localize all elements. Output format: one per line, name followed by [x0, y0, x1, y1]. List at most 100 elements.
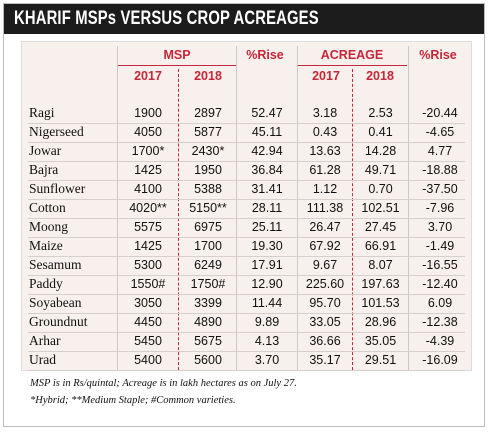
- cell-msp2017: 5300: [134, 258, 162, 272]
- cell-acr2017: 111.38: [306, 201, 344, 215]
- row-separator: [28, 161, 465, 162]
- cell-msp2018: 6249: [194, 258, 222, 272]
- cell-msp2018: 2430*: [191, 144, 225, 158]
- cell-crop: Paddy: [29, 276, 63, 291]
- cell-msp2018: 5675: [194, 334, 222, 348]
- cell-msp2017: 4100: [134, 182, 162, 196]
- cell-crop: Groundnut: [29, 314, 88, 329]
- cell-acr-rise: -16.09: [422, 353, 458, 367]
- column-divider: [408, 46, 409, 370]
- cell-msp2018: 1700: [194, 239, 222, 253]
- year-divider: [178, 69, 179, 370]
- cell-msp2018: 4890: [194, 315, 222, 329]
- row-separator: [28, 218, 465, 219]
- cell-crop: Jowar: [29, 143, 62, 158]
- cell-acr2017: 36.66: [309, 334, 341, 348]
- cell-msp-rise: 4.13: [254, 334, 280, 348]
- cell-acr2018: 29.51: [364, 353, 397, 367]
- cell-crop: Soyabean: [29, 295, 82, 310]
- cell-msp-rise: 52.47: [251, 106, 283, 120]
- table-row: Bajra 1425 1950 36.84 61.28 49.71 -18.88: [22, 159, 471, 181]
- row-separator: [28, 123, 465, 124]
- cell-crop: Ragi: [29, 105, 55, 120]
- table-row: Arhar 5450 5675 4.13 36.66 35.05 -4.39: [22, 330, 471, 352]
- cell-acr2017: 33.05: [309, 315, 341, 329]
- cell-msp2017: 5400: [134, 353, 162, 367]
- year-divider: [352, 69, 353, 370]
- cell-acr2018: 27.45: [364, 220, 397, 234]
- table-row: Maize 1425 1700 19.30 67.92 66.91 -1.49: [22, 235, 471, 257]
- cell-acr-rise: -16.55: [422, 258, 458, 272]
- cell-acr-rise: 6.09: [427, 296, 453, 310]
- cell-msp2018: 5150**: [189, 201, 227, 215]
- cell-msp2017: 1700*: [131, 144, 165, 158]
- header-acreage-2017: 2017: [312, 69, 340, 83]
- row-separator: [28, 256, 465, 257]
- cell-acr2017: 95.70: [309, 296, 341, 310]
- cell-acr2018: 101.53: [361, 296, 400, 310]
- cell-crop: Arhar: [29, 333, 61, 348]
- cell-acr2018: 102.51: [361, 201, 400, 215]
- cell-acr2017: 61.28: [309, 163, 341, 177]
- cell-acr2018: 2.53: [368, 106, 393, 120]
- title-bar: KHARIF MSPs VERSUS CROP ACREAGES: [4, 4, 484, 34]
- cell-acr-rise: -4.39: [425, 334, 455, 348]
- column-divider: [297, 46, 298, 370]
- cell-msp-rise: 25.11: [251, 220, 283, 234]
- msp-underline: [117, 65, 237, 66]
- cell-acr-rise: -12.40: [422, 277, 458, 291]
- header-acreage-rise: %Rise: [419, 48, 457, 62]
- cell-crop: Bajra: [29, 162, 59, 177]
- row-separator: [28, 180, 465, 181]
- cell-acr2018: 197.63: [361, 277, 400, 291]
- cell-acr-rise: -1.49: [425, 239, 455, 253]
- cell-msp-rise: 28.11: [251, 201, 283, 215]
- table-row: Paddy 1550# 1750# 12.90 225.60 197.63 -12.40: [22, 273, 471, 295]
- cell-acr-rise: -12.38: [422, 315, 458, 329]
- cell-msp2017: 4020**: [129, 201, 167, 215]
- table-row: Sunflower 4100 5388 31.41 1.12 0.70 -37.50: [22, 178, 471, 200]
- row-separator: [28, 332, 465, 333]
- table-row: Jowar 1700* 2430* 42.94 13.63 14.28 4.77: [22, 140, 471, 162]
- cell-acr2017: 35.17: [309, 353, 341, 367]
- row-separator: [28, 237, 465, 238]
- cell-msp2017: 5575: [134, 220, 162, 234]
- cell-acr2017: 13.63: [309, 144, 341, 158]
- cell-acr2018: 14.28: [364, 144, 397, 158]
- cell-acr-rise: 3.70: [427, 220, 453, 234]
- cell-acr2017: 3.18: [312, 106, 338, 120]
- cell-msp2017: 5450: [134, 334, 162, 348]
- table-row: Urad 5400 5600 3.70 35.17 29.51 -16.09: [22, 349, 471, 371]
- cell-msp-rise: 11.44: [251, 296, 283, 310]
- row-separator: [28, 370, 465, 371]
- cell-msp-rise: 3.70: [254, 353, 280, 367]
- cell-acr2017: 1.12: [312, 182, 338, 196]
- cell-acr2018: 8.07: [368, 258, 393, 272]
- cell-msp-rise: 9.89: [254, 315, 280, 329]
- cell-msp2018: 2897: [194, 106, 222, 120]
- header-msp: MSP: [163, 48, 191, 62]
- cell-acr-rise: -7.96: [425, 201, 455, 215]
- cell-msp2018: 1750#: [190, 277, 226, 291]
- table-row: Soyabean 3050 3399 11.44 95.70 101.53 6.09: [22, 292, 471, 314]
- row-separator: [28, 275, 465, 276]
- cell-msp-rise: 36.84: [251, 163, 283, 177]
- cell-acr2017: 67.92: [309, 239, 341, 253]
- cell-acr2018: 66.91: [364, 239, 397, 253]
- footnote-varieties: *Hybrid; **Medium Staple; #Common variet…: [30, 395, 236, 406]
- table-row: Ragi 1900 2897 52.47 3.18 2.53 -20.44: [22, 102, 471, 124]
- cell-acr2017: 9.67: [312, 258, 338, 272]
- page-title: KHARIF MSPs VERSUS CROP ACREAGES: [14, 8, 319, 29]
- row-separator: [28, 294, 465, 295]
- cell-msp-rise: 12.90: [251, 277, 283, 291]
- row-separator: [28, 142, 465, 143]
- cell-msp-rise: 17.91: [251, 258, 283, 272]
- table-row: Cotton 4020** 5150** 28.11 111.38 102.51 -7.96: [22, 197, 471, 219]
- table-row: Sesamum 5300 6249 17.91 9.67 8.07 -16.55: [22, 254, 471, 276]
- cell-msp-rise: 19.30: [251, 239, 283, 253]
- cell-msp2018: 3399: [194, 296, 222, 310]
- cell-crop: Nigerseed: [29, 124, 84, 139]
- cell-msp2018: 5877: [194, 125, 222, 139]
- cell-acr2018: 49.71: [364, 163, 397, 177]
- cell-msp2018: 6975: [194, 220, 222, 234]
